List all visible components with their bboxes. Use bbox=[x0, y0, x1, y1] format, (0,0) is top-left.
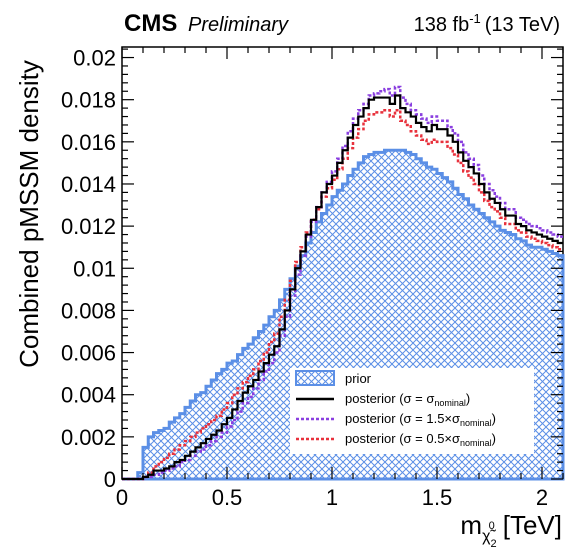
y-tick-label: 0.012 bbox=[61, 214, 116, 239]
legend-wide-close: ) bbox=[492, 411, 496, 426]
x-tick-label: 1.5 bbox=[422, 485, 453, 510]
legend-prior-swatch bbox=[295, 370, 335, 386]
y-tick-label: 0.004 bbox=[61, 383, 116, 408]
y-tick-label: 0.016 bbox=[61, 130, 116, 155]
y-tick-label: 0.02 bbox=[73, 46, 116, 71]
legend-wide-text: posterior (σ = 1.5×σ bbox=[345, 411, 460, 426]
y-tick-label: 0 bbox=[104, 467, 116, 492]
y-tick-label: 0.008 bbox=[61, 298, 116, 323]
x-axis-superscript: 0 bbox=[489, 520, 495, 532]
x-axis-title: mχ̃20 [TeV] bbox=[460, 510, 562, 550]
y-tick-label: 0.018 bbox=[61, 88, 116, 113]
x-axis-subsubscript: 2 bbox=[491, 538, 497, 550]
legend-posterior-label: posterior (σ = σnominal) bbox=[345, 391, 470, 408]
series-posterior bbox=[122, 94, 563, 481]
status-label: Preliminary bbox=[188, 14, 289, 36]
lumi-value: 138 fb bbox=[414, 14, 470, 36]
x-tick-label: 0 bbox=[116, 485, 128, 510]
legend-posterior-sub: nominal bbox=[434, 398, 466, 408]
x-tick-label: 2 bbox=[536, 485, 548, 510]
x-tick-label: 0.5 bbox=[212, 485, 243, 510]
legend-narrow-close: ) bbox=[492, 431, 496, 446]
legend-narrow-sub: nominal bbox=[460, 438, 492, 448]
energy-value: (13 TeV) bbox=[485, 14, 560, 36]
y-tick-label: 0.002 bbox=[61, 425, 116, 450]
y-axis-title: Combined pMSSM density bbox=[14, 60, 44, 368]
legend-narrow-text: posterior (σ = 0.5×σ bbox=[345, 431, 460, 446]
lumi-exponent: -1 bbox=[469, 11, 481, 26]
x-axis-symbol: m bbox=[460, 510, 482, 540]
y-tick-label: 0.014 bbox=[61, 172, 116, 197]
x-tick-label: 1 bbox=[326, 485, 338, 510]
legend-prior-label: prior bbox=[345, 371, 372, 386]
x-axis-unit: [TeV] bbox=[503, 510, 562, 540]
legend-narrow-label: posterior (σ = 0.5×σnominal) bbox=[345, 431, 496, 448]
cms-label: CMS bbox=[124, 10, 177, 37]
legend: prior posterior (σ = σnominal) posterior… bbox=[290, 368, 534, 454]
lumi-label: 138 fb-1 (13 TeV) bbox=[414, 11, 560, 36]
y-tick-label: 0.006 bbox=[61, 341, 116, 366]
axis-layer: 0 0.5 1 1.5 2 0 0.002 0.004 0.006 0.008 0.01 0.012 0… bbox=[61, 46, 564, 510]
legend-wide-label: posterior (σ = 1.5×σnominal) bbox=[345, 411, 496, 428]
series-posterior-wide bbox=[122, 85, 563, 481]
legend-posterior-text: posterior (σ = σ bbox=[345, 391, 434, 406]
legend-wide-sub: nominal bbox=[460, 418, 492, 428]
legend-posterior-close: ) bbox=[466, 391, 470, 406]
y-tick-label: 0.01 bbox=[73, 256, 116, 281]
